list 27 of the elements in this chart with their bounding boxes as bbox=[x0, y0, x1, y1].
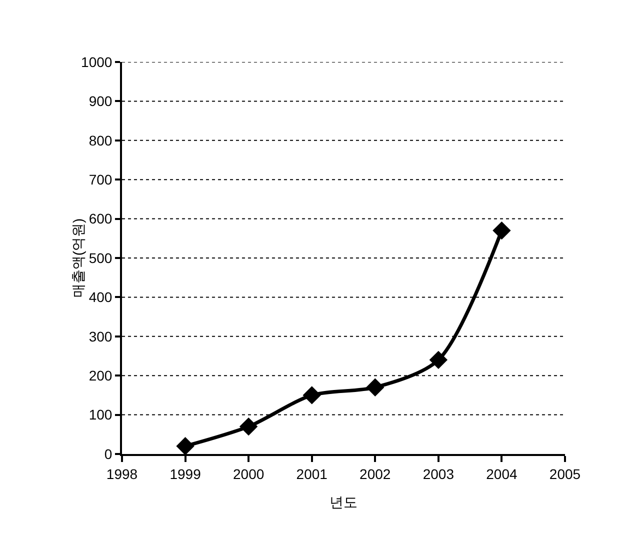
y-tick-label: 500 bbox=[88, 250, 112, 266]
point bbox=[239, 417, 258, 436]
x-tick-label: 2005 bbox=[549, 466, 581, 482]
y-tick-label: 200 bbox=[88, 368, 112, 384]
y-tick-label: 0 bbox=[104, 446, 112, 462]
point bbox=[366, 378, 384, 396]
x-tick-label: 2001 bbox=[296, 466, 328, 482]
point bbox=[302, 386, 321, 404]
point bbox=[176, 437, 194, 454]
y-tick-label: 400 bbox=[88, 289, 112, 306]
y-tick-label: 300 bbox=[88, 328, 112, 344]
x-tick-label: 2002 bbox=[360, 466, 391, 482]
x-tick-label: 1999 bbox=[170, 466, 202, 482]
point bbox=[492, 221, 511, 240]
y-tick-label: 100 bbox=[88, 406, 112, 423]
y-tick-label: 600 bbox=[88, 210, 112, 227]
x-axis-title: 년도 bbox=[330, 494, 358, 510]
y-tick-label: 900 bbox=[88, 93, 112, 110]
x-tick-label: 2003 bbox=[422, 466, 454, 482]
y-tick-label: 700 bbox=[88, 172, 112, 188]
y-tick-label: 800 bbox=[88, 132, 112, 148]
y-axis-title: 매출액(억원) bbox=[70, 218, 86, 298]
x-tick-label: 2000 bbox=[232, 466, 264, 482]
x-tick-label: 1998 bbox=[106, 466, 138, 482]
point bbox=[429, 350, 448, 370]
y-tick-label: 1000 bbox=[81, 54, 112, 70]
x-tick-label: 2004 bbox=[486, 466, 518, 482]
